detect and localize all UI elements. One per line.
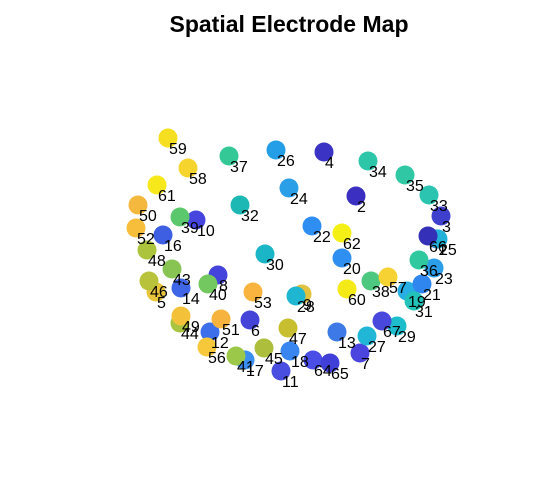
- electrode-label-26: 26: [277, 153, 295, 170]
- electrode-label-27: 27: [368, 339, 386, 356]
- electrode-label-39: 39: [181, 220, 199, 237]
- electrode-label-58: 58: [189, 171, 207, 188]
- electrode-label-49: 49: [182, 319, 200, 336]
- electrode-label-33: 33: [430, 198, 448, 215]
- electrode-label-48: 48: [148, 253, 166, 270]
- electrode-label-32: 32: [241, 208, 259, 225]
- electrode-label-46: 46: [150, 284, 168, 301]
- chart-title: Spatial Electrode Map: [169, 11, 408, 37]
- electrode-label-53: 53: [254, 295, 272, 312]
- electrode-label-56: 56: [208, 350, 226, 367]
- electrode-label-30: 30: [266, 257, 284, 274]
- electrode-label-13: 13: [338, 335, 356, 352]
- electrode-label-2: 2: [357, 199, 366, 216]
- electrode-label-43: 43: [173, 272, 191, 289]
- electrode-label-14: 14: [182, 291, 200, 308]
- electrode-label-38: 38: [372, 284, 390, 301]
- electrode-label-18: 18: [291, 354, 309, 371]
- electrode-label-59: 59: [169, 141, 187, 158]
- electrode-label-61: 61: [158, 188, 176, 205]
- electrode-label-47: 47: [289, 331, 307, 348]
- electrode-label-31: 31: [415, 304, 433, 321]
- electrode-label-21: 21: [423, 287, 441, 304]
- electrode-label-4: 4: [325, 155, 334, 172]
- electrode-label-41: 41: [237, 359, 255, 376]
- electrode-label-64: 64: [314, 363, 332, 380]
- electrode-label-50: 50: [139, 208, 157, 225]
- electrode-label-66: 66: [429, 239, 447, 256]
- electrode-label-11: 11: [282, 374, 299, 391]
- electrode-label-67: 67: [383, 324, 401, 341]
- electrode-label-28: 28: [297, 299, 315, 316]
- electrode-label-10: 10: [197, 223, 215, 240]
- electrode-label-51: 51: [222, 322, 240, 339]
- electrode-label-20: 20: [343, 261, 361, 278]
- electrode-label-45: 45: [265, 351, 283, 368]
- electrode-label-36: 36: [420, 263, 438, 280]
- electrode-label-22: 22: [313, 229, 331, 246]
- electrode-label-7: 7: [361, 356, 370, 373]
- electrode-label-16: 16: [164, 238, 182, 255]
- electrode-label-37: 37: [230, 159, 248, 176]
- electrode-label-24: 24: [290, 191, 308, 208]
- electrode-label-60: 60: [348, 292, 366, 309]
- electrode-label-35: 35: [406, 178, 424, 195]
- electrode-label-57: 57: [389, 280, 407, 297]
- electrode-label-40: 40: [209, 287, 227, 304]
- electrode-label-52: 52: [137, 231, 155, 248]
- electrode-label-34: 34: [369, 164, 387, 181]
- electrode-label-65: 65: [331, 366, 349, 383]
- electrode-label-3: 3: [442, 219, 451, 236]
- electrode-label-62: 62: [343, 236, 361, 253]
- electrode-label-6: 6: [251, 323, 260, 340]
